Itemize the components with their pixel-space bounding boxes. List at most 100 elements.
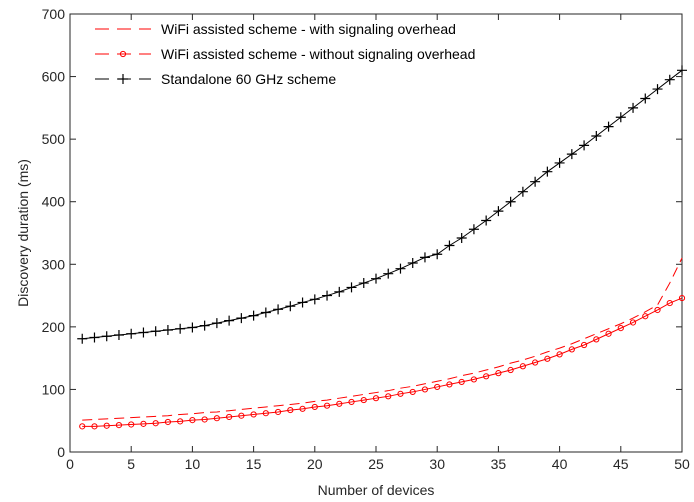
- data-point: [444, 240, 455, 251]
- data-point: [591, 131, 602, 142]
- data-point: [162, 324, 173, 335]
- data-point: [273, 304, 284, 315]
- data-point: [542, 166, 553, 177]
- series-layer: [77, 65, 687, 430]
- y-tick-label: 600: [42, 69, 66, 85]
- data-point: [101, 331, 112, 342]
- data-point: [580, 341, 588, 349]
- data-point: [89, 332, 100, 343]
- data-point: [236, 313, 247, 324]
- series-0: [82, 257, 683, 421]
- data-point: [530, 176, 541, 187]
- data-point: [177, 418, 184, 425]
- data-point: [322, 290, 333, 301]
- legend-marker: [119, 50, 127, 58]
- y-axis-ticks: 0 100 200 300 400 500 600 700: [42, 6, 682, 460]
- legend-item: WiFi assisted scheme - without signaling…: [95, 46, 475, 62]
- data-point: [213, 415, 220, 422]
- series-2: [77, 65, 687, 344]
- x-tick-label: 35: [491, 456, 507, 472]
- data-point: [456, 233, 467, 244]
- data-point: [115, 421, 123, 429]
- data-point: [556, 351, 563, 358]
- data-point: [446, 381, 453, 388]
- y-tick-label: 200: [42, 319, 66, 335]
- data-point: [421, 386, 429, 393]
- data-point: [311, 403, 318, 411]
- data-point: [468, 224, 479, 235]
- data-point: [385, 393, 392, 400]
- data-point: [103, 422, 110, 429]
- legend-label: WiFi assisted scheme - without signaling…: [161, 46, 475, 62]
- y-tick-label: 0: [57, 444, 65, 460]
- data-point: [642, 313, 649, 320]
- data-point: [458, 378, 465, 386]
- data-point: [640, 93, 651, 104]
- data-point: [505, 196, 516, 207]
- data-point: [419, 252, 430, 263]
- data-point: [519, 363, 526, 370]
- plot-area: [69, 13, 683, 453]
- data-point: [211, 318, 222, 329]
- data-point: [664, 74, 675, 85]
- data-point: [299, 405, 306, 412]
- x-tick-label: 0: [66, 456, 74, 472]
- data-point: [226, 413, 233, 421]
- data-point: [470, 376, 478, 383]
- data-point: [507, 366, 514, 374]
- data-point: [201, 416, 208, 423]
- data-point: [274, 408, 282, 416]
- x-tick-label: 25: [368, 456, 384, 472]
- x-tick-label: 40: [552, 456, 568, 472]
- data-point: [383, 268, 394, 279]
- y-tick-label: 500: [42, 131, 66, 147]
- data-point: [175, 323, 186, 334]
- y-tick-label: 300: [42, 256, 66, 272]
- data-point: [629, 319, 637, 326]
- data-point: [113, 329, 124, 340]
- data-point: [568, 346, 575, 353]
- data-point: [285, 301, 296, 312]
- data-point: [677, 65, 687, 76]
- x-axis-label: Number of devices: [318, 482, 435, 498]
- data-point: [407, 258, 418, 269]
- x-tick-label: 30: [429, 456, 445, 472]
- legend-item: Standalone 60 GHz scheme: [95, 71, 336, 87]
- x-tick-label: 20: [307, 456, 323, 472]
- data-point: [336, 400, 343, 407]
- data-point: [554, 157, 565, 168]
- data-point: [495, 370, 502, 377]
- data-point: [323, 402, 331, 409]
- data-point: [544, 355, 551, 362]
- data-point: [615, 112, 626, 123]
- data-point: [346, 282, 357, 293]
- data-point: [397, 390, 404, 397]
- data-point: [126, 328, 137, 339]
- data-point: [140, 420, 147, 427]
- data-point: [260, 307, 271, 318]
- data-point: [250, 411, 257, 418]
- data-point: [334, 286, 345, 297]
- data-point: [224, 315, 235, 326]
- data-point: [262, 410, 269, 417]
- x-tick-label: 15: [246, 456, 262, 472]
- y-tick-label: 100: [42, 381, 66, 397]
- legend-item: WiFi assisted scheme - with signaling ov…: [95, 21, 456, 37]
- data-point: [605, 330, 612, 337]
- data-point: [189, 416, 196, 424]
- data-point: [517, 186, 528, 197]
- data-point: [128, 421, 135, 428]
- y-axis-label: Discovery duration (ms): [15, 159, 31, 307]
- data-point: [138, 327, 149, 338]
- legend-label: Standalone 60 GHz scheme: [161, 71, 336, 87]
- legend-label: WiFi assisted scheme - with signaling ov…: [161, 21, 456, 37]
- data-point: [652, 84, 663, 95]
- legend-marker: [118, 74, 128, 84]
- data-point: [395, 263, 406, 274]
- data-point: [248, 310, 259, 321]
- data-point: [654, 306, 661, 314]
- data-point: [532, 359, 539, 366]
- series-line: [82, 257, 683, 421]
- data-point: [199, 320, 210, 331]
